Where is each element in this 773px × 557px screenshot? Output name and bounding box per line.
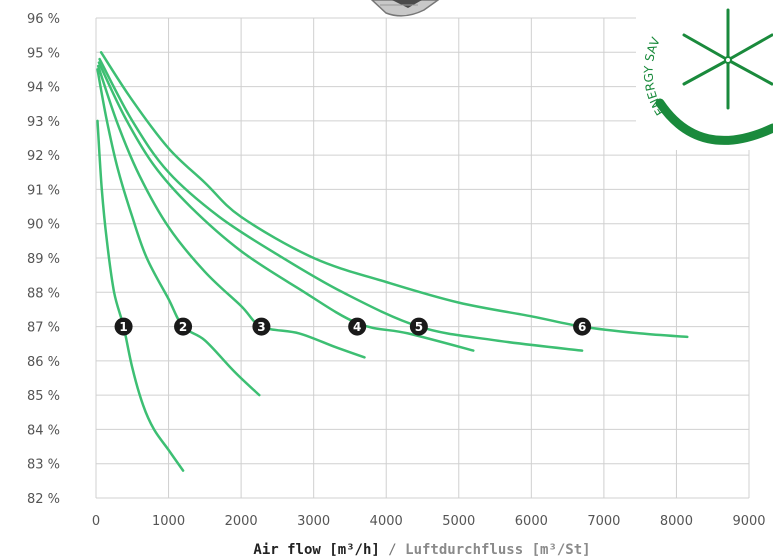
x-tick-label: 6000 — [515, 514, 548, 529]
series-marker-3 — [252, 317, 271, 336]
series-marker-5 — [409, 317, 428, 336]
series-marker-label-2: 2 — [179, 320, 187, 334]
x-axis-ticks: 0 1000 2000 3000 4000 5000 6000 7000 8000 9000 — [92, 514, 766, 529]
series-line-3 — [96, 64, 366, 359]
y-tick-label: 89 % — [27, 252, 60, 267]
x-tick-label: 3000 — [297, 514, 330, 529]
x-tick-label: 9000 — [732, 514, 765, 529]
product-image-fragment — [370, 0, 440, 17]
y-tick-label: 88 % — [27, 286, 60, 301]
x-tick-label: 0 — [92, 514, 100, 529]
series-marker-label-1: 1 — [119, 320, 127, 334]
series-line-6 — [99, 51, 689, 339]
y-tick-label: 91 % — [27, 183, 60, 198]
y-tick-label: 87 % — [27, 321, 60, 336]
x-axis-label-primary: Air flow [m³/h] — [253, 542, 379, 557]
y-tick-label: 82 % — [27, 492, 60, 507]
series-marker-label-5: 5 — [415, 320, 423, 334]
series-line-4 — [97, 61, 475, 352]
x-axis-label-secondary: Luftdurchfluss [m³/St] — [405, 542, 590, 557]
y-tick-label: 85 % — [27, 389, 60, 404]
series-marker-2 — [174, 317, 193, 336]
x-tick-label: 1000 — [152, 514, 185, 529]
x-tick-label: 5000 — [442, 514, 475, 529]
x-axis-label-separator: / — [380, 542, 405, 557]
y-tick-label: 83 % — [27, 458, 60, 473]
logo-arc-icon — [655, 98, 773, 145]
x-tick-label: 4000 — [370, 514, 403, 529]
series-line-1 — [96, 119, 185, 472]
series-marker-1 — [114, 317, 133, 336]
series-marker-label-4: 4 — [353, 320, 361, 334]
y-axis-ticks: 82 % 83 % 84 % 85 % 86 % 87 % 88 % 89 % 90 % 91 %… — [27, 12, 60, 507]
y-tick-label: 93 % — [27, 115, 60, 130]
x-tick-label: 7000 — [587, 514, 620, 529]
energy-saving-logo: ENERGY SAV — [636, 0, 773, 150]
y-tick-label: 86 % — [27, 355, 60, 370]
y-tick-label: 94 % — [27, 81, 60, 96]
series-line-5 — [98, 57, 584, 352]
series-marker-4 — [348, 317, 367, 336]
series-lines — [96, 51, 689, 472]
y-tick-label: 90 % — [27, 218, 60, 233]
series-line-2 — [96, 68, 261, 397]
series-markers: 1 2 3 4 5 6 — [114, 317, 592, 336]
y-tick-label: 92 % — [27, 149, 60, 164]
y-tick-label: 95 % — [27, 46, 60, 61]
series-marker-6 — [573, 317, 592, 336]
series-marker-label-6: 6 — [578, 320, 586, 334]
y-tick-label: 84 % — [27, 423, 60, 438]
series-marker-label-3: 3 — [257, 320, 265, 334]
y-tick-label: 96 % — [27, 12, 60, 27]
x-axis-label: Air flow [m³/h] / Luftdurchfluss [m³/St] — [253, 542, 590, 557]
x-tick-label: 2000 — [225, 514, 258, 529]
asterisk-icon — [682, 8, 773, 110]
x-tick-label: 8000 — [660, 514, 693, 529]
